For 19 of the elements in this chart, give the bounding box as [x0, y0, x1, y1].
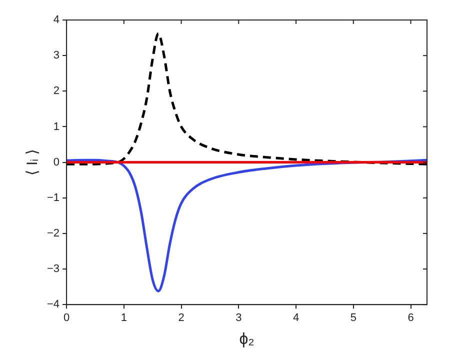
y-tick-label: −1: [46, 192, 60, 204]
x-tick-label: 1: [120, 312, 127, 324]
y-axis-title: ⟨ Iᵢ ⟩: [24, 149, 42, 176]
y-tick-label: −3: [46, 263, 60, 276]
x-tick-label: 4: [292, 312, 300, 324]
y-tick-label: 1: [53, 120, 60, 133]
x-tick-label: 2: [178, 312, 184, 324]
y-tick-label: 2: [53, 85, 60, 98]
y-tick-label: −2: [46, 227, 60, 240]
y-tick-label: 0: [53, 156, 60, 168]
line-series: [66, 32, 427, 166]
x-tick-label: 6: [408, 312, 414, 324]
y-tick-label: 3: [53, 50, 60, 62]
x-tick-label: 5: [350, 312, 356, 324]
x-axis-title: ϕ₂: [239, 330, 254, 348]
y-tick-label: 4: [53, 14, 60, 26]
y-tick-label: −4: [46, 298, 60, 311]
x-tick-label: 0: [63, 312, 70, 324]
x-tick-label: 3: [236, 312, 242, 324]
